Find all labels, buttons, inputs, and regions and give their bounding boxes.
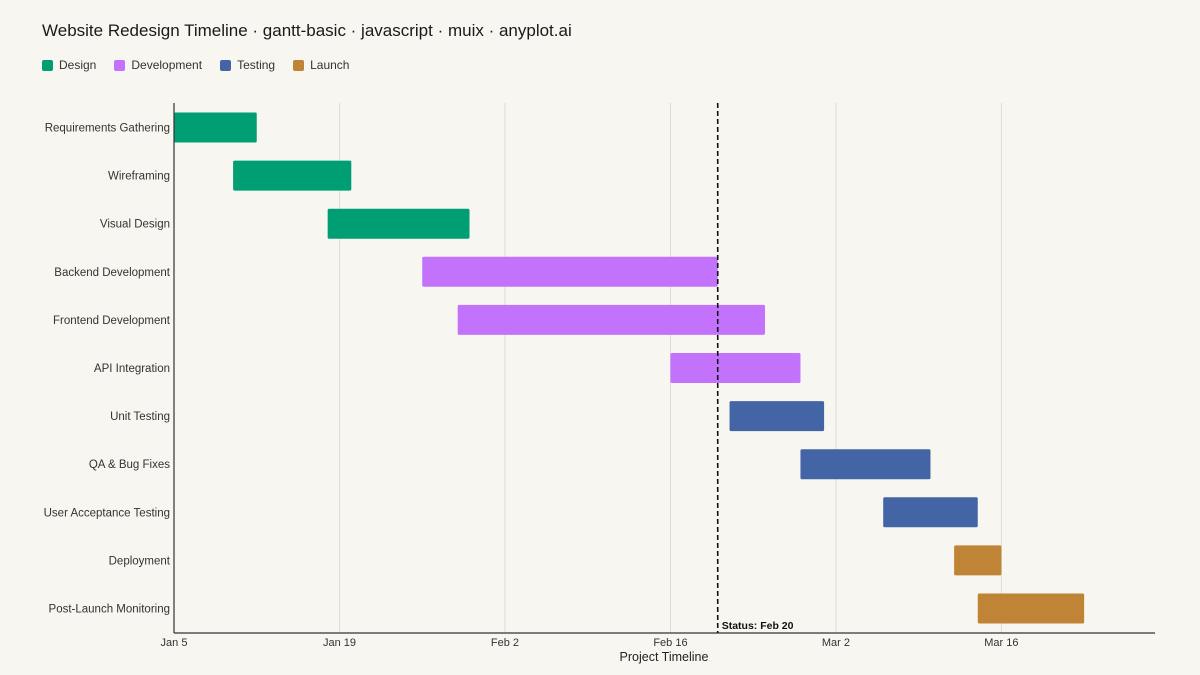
task-label: API Integration [94,363,170,375]
gantt-bar [954,545,1002,576]
x-tick-label: Mar 16 [984,637,1018,649]
gantt-bar [174,112,257,143]
task-label: Deployment [109,555,171,567]
chart-title: Website Redesign Timeline · gantt-basic … [42,21,572,40]
gantt-bar [327,208,470,239]
x-tick-label: Feb 16 [653,637,687,649]
status-label: Status: Feb 20 [722,620,794,632]
legend-swatch-launch [293,59,305,71]
legend-swatch-design [42,59,53,71]
x-tick-label: Jan 19 [323,637,356,649]
legend-label-development: Development [131,58,203,72]
x-axis-title: Project Timeline [620,650,709,664]
task-label: QA & Bug Fixes [89,459,170,471]
gantt-bar [883,497,978,528]
legend-label-testing: Testing [237,58,276,72]
task-label: Backend Development [54,267,171,279]
legend-label-launch: Launch [310,58,350,72]
task-label: Wireframing [108,171,170,183]
gantt-bar [422,256,718,287]
legend-swatch-development [114,59,126,71]
gantt-bar [670,353,801,383]
x-tick-label: Jan 5 [161,637,188,649]
task-label: Requirements Gathering [45,123,170,135]
legend-item-testing: Testing [220,58,275,72]
legend-item-development: Development [114,58,202,72]
legend-label-design: Design [59,58,97,72]
legend-item-launch: Launch [293,58,349,72]
gantt-bar [977,593,1085,624]
x-tick-label: Feb 2 [491,637,519,649]
legend-item-design: Design [42,58,96,72]
legend: Design Development Testing Launch [42,58,349,72]
legend-swatch-testing [220,59,232,71]
task-label: Post-Launch Monitoring [49,604,170,616]
gantt-bar [800,449,931,480]
x-tick-label: Mar 2 [822,637,850,649]
gantt-bar [233,160,352,191]
task-label: User Acceptance Testing [44,507,170,519]
task-label: Visual Design [100,219,170,231]
gantt-bar [457,304,765,335]
task-label: Frontend Development [53,315,171,327]
gantt-bar [729,401,825,432]
task-label: Unit Testing [110,411,170,423]
